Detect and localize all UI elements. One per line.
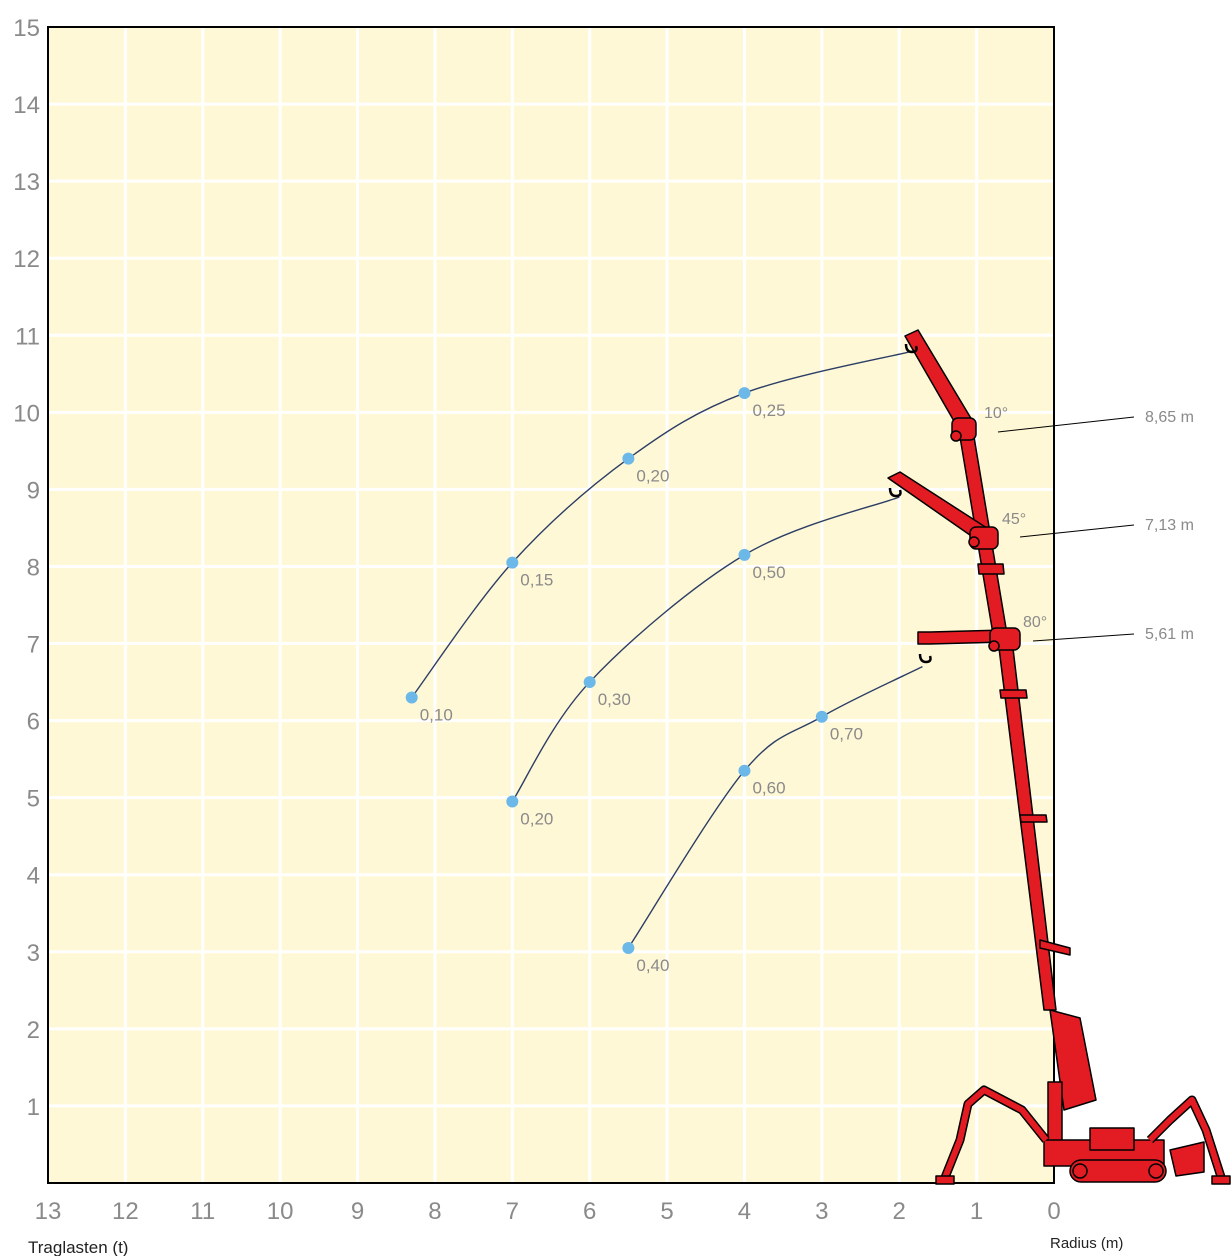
crane-hook-10 xyxy=(904,343,918,354)
boom-length-label: 8,65 m xyxy=(1145,409,1194,426)
boom-length-leader xyxy=(1019,524,1135,538)
data-point xyxy=(815,710,828,723)
y-tick-label: 7 xyxy=(27,632,40,659)
x-tick-label: 7 xyxy=(506,1198,519,1225)
y-tick-label: 10 xyxy=(13,400,40,427)
x-tick-label: 3 xyxy=(815,1198,828,1225)
y-tick-label: 12 xyxy=(13,246,40,273)
y-tick-label: 1 xyxy=(27,1094,40,1121)
x-tick-label: 12 xyxy=(112,1198,139,1225)
boom-length-leader xyxy=(997,416,1135,433)
y-tick-label: 4 xyxy=(27,863,40,890)
x-axis-label: Radius (m) xyxy=(1050,1235,1123,1252)
y-tick-label: 11 xyxy=(15,323,40,350)
x-tick-label: 4 xyxy=(738,1198,751,1225)
data-point-label: 0,20 xyxy=(520,810,553,829)
data-point-label: 0,40 xyxy=(636,956,669,975)
crane-engine xyxy=(1089,1127,1135,1151)
x-tick-label: 0 xyxy=(1047,1198,1060,1225)
y-tick-label: 8 xyxy=(27,554,40,581)
data-point xyxy=(583,676,596,689)
y-tick-label: 5 xyxy=(27,786,40,813)
crane-column xyxy=(1047,1081,1063,1143)
data-point-label: 0,10 xyxy=(420,705,453,724)
data-point xyxy=(622,941,635,954)
y-tick-label: 15 xyxy=(13,15,40,42)
data-point-label: 0,25 xyxy=(752,401,785,420)
x-tick-label: 11 xyxy=(190,1198,215,1225)
y-axis-label: Traglasten (t) xyxy=(28,1238,128,1256)
plot-area xyxy=(48,27,1054,1183)
x-tick-label: 9 xyxy=(351,1198,364,1225)
x-tick-label: 6 xyxy=(583,1198,596,1225)
y-tick-label: 9 xyxy=(27,477,40,504)
boom-length-leader xyxy=(1032,633,1135,642)
x-tick-label: 10 xyxy=(267,1198,294,1225)
y-tick-label: 6 xyxy=(27,709,40,736)
data-point-label: 0,70 xyxy=(830,725,863,744)
data-point xyxy=(738,387,751,400)
y-tick-label: 3 xyxy=(27,940,40,967)
data-point xyxy=(405,691,418,704)
y-tick-label: 13 xyxy=(13,169,40,196)
data-point-label: 0,60 xyxy=(752,779,785,798)
boom-length-label: 7,13 m xyxy=(1145,517,1194,534)
data-point xyxy=(738,548,751,561)
plot-frame xyxy=(47,26,1055,1184)
boom-angle-label: 10° xyxy=(984,405,1008,422)
data-point-label: 0,30 xyxy=(598,690,631,709)
data-point-label: 0,20 xyxy=(636,467,669,486)
crane-hook-45 xyxy=(888,487,902,498)
x-tick-label: 13 xyxy=(35,1198,62,1225)
boom-angle-label: 80° xyxy=(1023,614,1047,631)
crane-track xyxy=(1069,1159,1167,1183)
x-tick-label: 5 xyxy=(660,1198,673,1225)
data-point xyxy=(622,452,635,465)
spider-crane-illustration xyxy=(887,329,1231,1185)
data-point-label: 0,15 xyxy=(520,571,553,590)
data-point-label: 0,50 xyxy=(752,563,785,582)
x-tick-label: 8 xyxy=(428,1198,441,1225)
load-curve-3 xyxy=(627,666,923,949)
x-tick-label: 2 xyxy=(893,1198,906,1225)
y-tick-label: 2 xyxy=(27,1017,40,1044)
crane-hook-80 xyxy=(918,653,932,664)
data-point xyxy=(506,556,519,569)
data-point xyxy=(506,795,519,808)
data-point xyxy=(738,764,751,777)
boom-length-label: 5,61 m xyxy=(1145,626,1194,643)
y-tick-label: 14 xyxy=(13,92,40,119)
load-curve-2 xyxy=(511,496,900,802)
boom-angle-label: 45° xyxy=(1002,511,1026,528)
x-tick-label: 1 xyxy=(970,1198,983,1225)
